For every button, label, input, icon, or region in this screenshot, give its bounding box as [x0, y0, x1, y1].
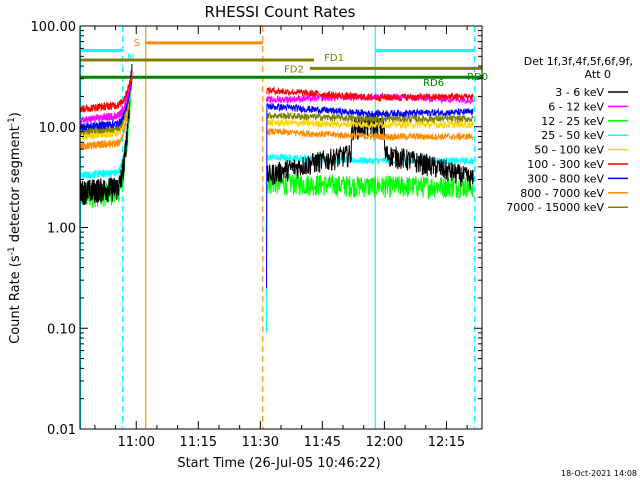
series-line-post: [266, 117, 474, 130]
chart-title: RHESSI Count Rates: [205, 3, 356, 21]
flag-label: S: [134, 38, 140, 49]
series-line-pre: [79, 73, 133, 152]
legend-entry-label: 25 - 50 keV: [541, 129, 604, 142]
x-tick-label: 11:15: [180, 435, 217, 450]
series-lines: [79, 63, 474, 333]
flag-label: RD0: [467, 72, 488, 83]
legend-entry-label: 800 - 7000 keV: [520, 187, 604, 200]
y-tick-label: 0.01: [47, 423, 76, 438]
series-line-post: [266, 91, 474, 106]
legend-entry-label: 12 - 25 keV: [541, 115, 604, 128]
series-line-post: [266, 110, 474, 124]
y-tick-label: 0.10: [47, 322, 76, 337]
series-line-post: [266, 102, 474, 289]
footer-timestamp: 18-Oct-2021 14:08: [561, 469, 637, 478]
x-axis-ticks: 11:00 11:15 11:30 11:45 12:00 12:15: [94, 26, 468, 450]
series-line-pre: [79, 76, 133, 131]
series-line-pre: [79, 63, 133, 206]
legend-entry-label: 6 - 12 keV: [548, 100, 604, 113]
x-axis-label: Start Time (26-Jul-05 10:46:22): [177, 456, 380, 471]
legend-entry-label: 300 - 800 keV: [527, 172, 604, 185]
legend: Det 1f,3f,4f,5f,6f,9f, Att 0 3 - 6 keV6 …: [506, 55, 633, 214]
series-line-post: [266, 85, 474, 102]
x-tick-label: 12:00: [366, 435, 403, 450]
x-tick-label: 11:00: [118, 435, 155, 450]
legend-entry-label: 7000 - 15000 keV: [506, 201, 604, 214]
flag-label: N: [127, 53, 134, 64]
legend-header-detectors: Det 1f,3f,4f,5f,6f,9f,: [524, 55, 633, 68]
y-axis-ticks: 100.00 10.00 1.00 0.10 0.01: [31, 20, 482, 438]
legend-header-attenuator: Att 0: [585, 68, 611, 81]
x-tick-label: 11:45: [304, 435, 341, 450]
series-line-post: [266, 126, 474, 142]
x-tick-label: 12:15: [428, 435, 465, 450]
series-line-pre: [79, 70, 133, 125]
flag-label: FD1: [324, 53, 344, 64]
y-tick-label: 100.00: [31, 20, 77, 35]
series-line-pre: [79, 77, 133, 141]
x-tick-label: 11:30: [242, 435, 279, 450]
flag-label: RD6: [423, 78, 444, 89]
legend-entry-label: 3 - 6 keV: [555, 86, 604, 99]
series-line-post: [266, 173, 474, 258]
legend-entry-label: 50 - 100 keV: [534, 144, 604, 157]
y-axis-label: Count Rate (s-1 detector segment-1): [7, 112, 23, 344]
legend-entry-label: 100 - 300 keV: [527, 158, 604, 171]
flag-bars: SN FD1 FD2 RD6 RD0: [80, 38, 488, 89]
y-tick-label: 10.00: [39, 121, 76, 136]
flag-label: FD2: [284, 64, 304, 75]
y-tick-label: 1.00: [47, 222, 76, 237]
series-line-pre: [79, 70, 133, 113]
